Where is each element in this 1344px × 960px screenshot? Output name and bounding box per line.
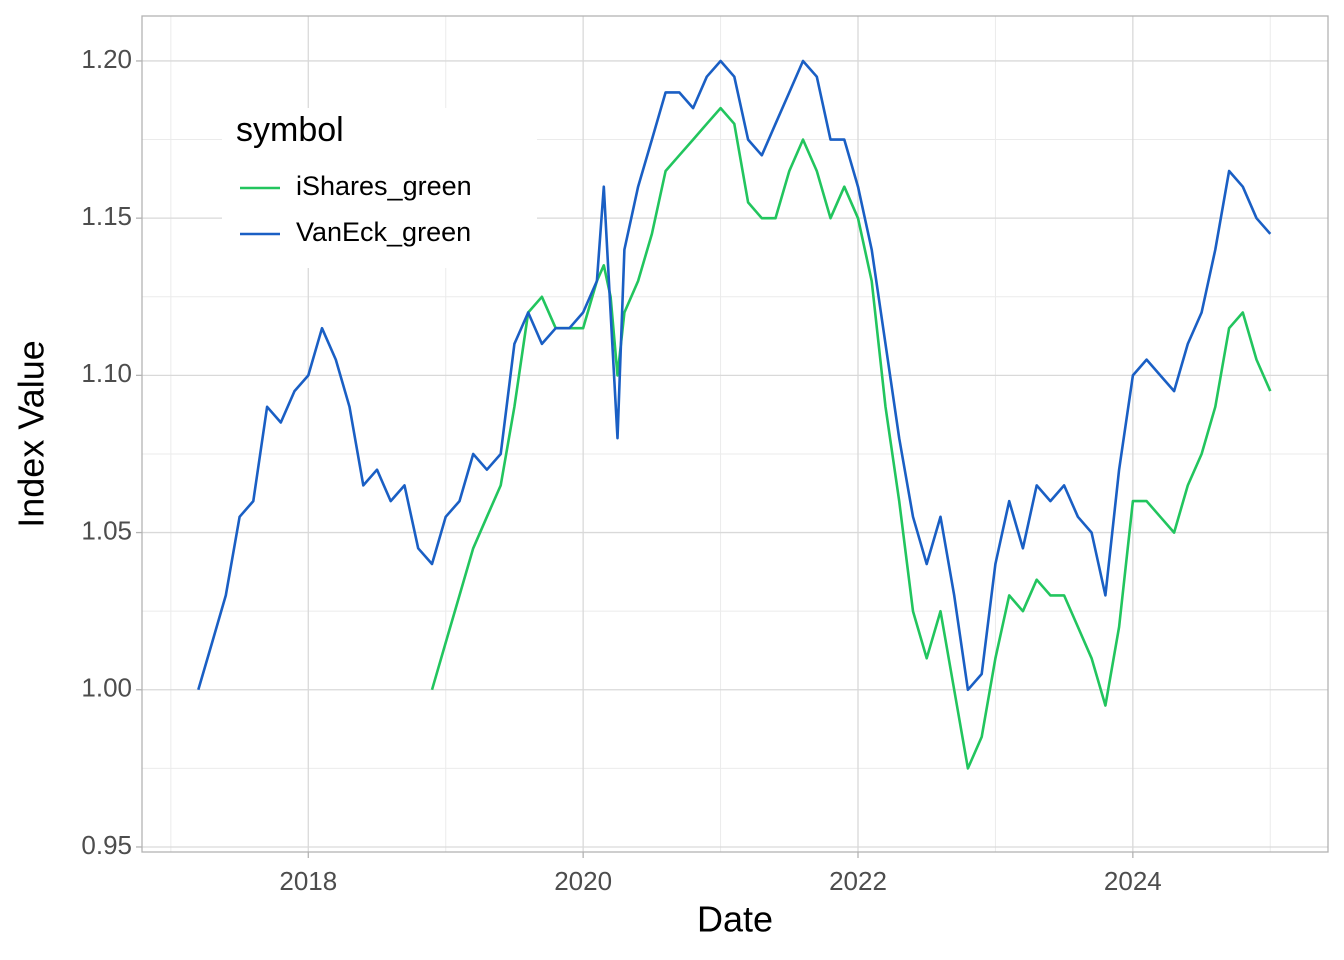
y-tick-label: 1.10 <box>81 358 132 388</box>
legend-title: symbol <box>236 111 344 149</box>
y-tick-label: 0.95 <box>81 830 132 860</box>
x-axis-title: Date <box>697 899 773 940</box>
line <box>197 59 1272 692</box>
x-tick-label: 2024 <box>1104 866 1162 896</box>
line <box>430 106 1272 770</box>
x-tick-label: 2020 <box>554 866 612 896</box>
legend-label: VanEck_green <box>296 217 471 247</box>
y-tick-label: 1.20 <box>81 44 132 74</box>
panel-border <box>141 15 1329 853</box>
y-tick-label: 1.15 <box>81 201 132 231</box>
x-tick-label: 2022 <box>829 866 887 896</box>
x-tick-label: 2018 <box>279 866 337 896</box>
y-axis-title: Index Value <box>11 340 52 527</box>
y-tick-label: 1.05 <box>81 515 132 545</box>
y-tick-label: 1.00 <box>81 673 132 703</box>
legend-label: iShares_green <box>296 171 472 201</box>
